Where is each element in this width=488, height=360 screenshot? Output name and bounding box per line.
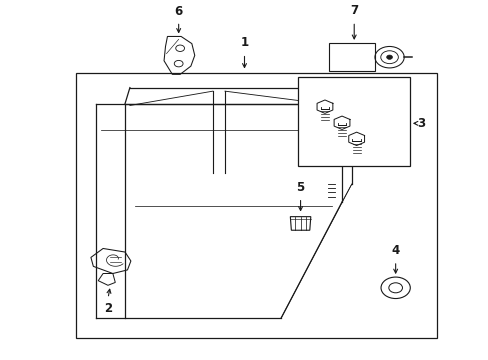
Text: 1: 1 xyxy=(240,36,248,49)
Text: 4: 4 xyxy=(391,244,399,257)
Text: 3: 3 xyxy=(417,117,425,130)
Text: 5: 5 xyxy=(296,181,304,194)
Bar xyxy=(76,73,436,338)
Bar xyxy=(298,77,409,166)
Circle shape xyxy=(386,55,392,59)
Text: 2: 2 xyxy=(103,302,112,315)
Bar xyxy=(328,43,374,72)
Text: 6: 6 xyxy=(174,5,183,18)
Text: 7: 7 xyxy=(349,4,358,17)
